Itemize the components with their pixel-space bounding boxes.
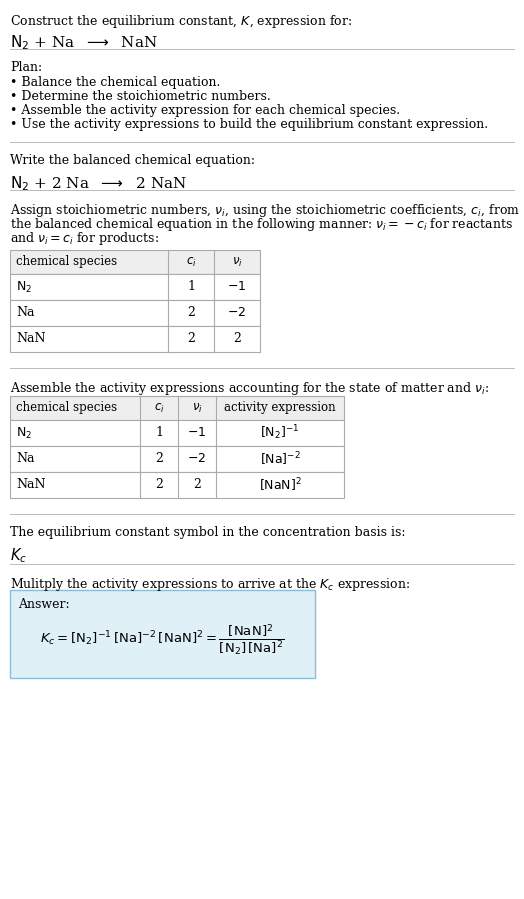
Text: $K_c = [\mathrm{N_2}]^{-1}\,[\mathrm{Na}]^{-2}\,[\mathrm{NaN}]^2 = \dfrac{[\math: $K_c = [\mathrm{N_2}]^{-1}\,[\mathrm{Na}…	[40, 622, 285, 657]
Text: $K_c$: $K_c$	[10, 546, 27, 565]
Bar	[10, 300, 260, 326]
Text: $[\mathrm{NaN}]^2$: $[\mathrm{NaN}]^2$	[258, 476, 301, 494]
Text: 2: 2	[193, 478, 201, 492]
Text: 2: 2	[155, 478, 163, 492]
Text: $-1$: $-1$	[188, 426, 206, 440]
Text: $\mathrm{N_2}$: $\mathrm{N_2}$	[16, 425, 32, 441]
Text: Assemble the activity expressions accounting for the state of matter and $\nu_i$: Assemble the activity expressions accoun…	[10, 380, 489, 397]
Text: $[\mathrm{N_2}]^{-1}$: $[\mathrm{N_2}]^{-1}$	[260, 423, 300, 442]
Text: Write the balanced chemical equation:: Write the balanced chemical equation:	[10, 154, 255, 167]
Bar	[10, 326, 260, 352]
Text: Plan:: Plan:	[10, 61, 42, 74]
Bar	[10, 472, 344, 498]
Text: the balanced chemical equation in the following manner: $\nu_i = -c_i$ for react: the balanced chemical equation in the fo…	[10, 216, 513, 233]
Bar	[10, 396, 344, 420]
Text: The equilibrium constant symbol in the concentration basis is:: The equilibrium constant symbol in the c…	[10, 526, 406, 539]
Bar	[10, 420, 344, 446]
Text: 2: 2	[187, 333, 195, 345]
Text: $\nu_i$: $\nu_i$	[192, 402, 202, 414]
Text: • Assemble the activity expression for each chemical species.: • Assemble the activity expression for e…	[10, 104, 400, 117]
Text: $-2$: $-2$	[188, 452, 206, 466]
Text: activity expression: activity expression	[224, 402, 336, 414]
Text: $[\mathrm{Na}]^{-2}$: $[\mathrm{Na}]^{-2}$	[259, 450, 300, 467]
Text: 1: 1	[187, 280, 195, 293]
Bar	[10, 250, 260, 274]
Text: $c_i$: $c_i$	[185, 255, 196, 269]
Text: NaN: NaN	[16, 333, 46, 345]
FancyBboxPatch shape	[10, 590, 315, 678]
Text: Answer:: Answer:	[18, 598, 70, 611]
Text: $c_i$: $c_i$	[154, 402, 165, 414]
Text: NaN: NaN	[16, 478, 46, 492]
Text: • Determine the stoichiometric numbers.: • Determine the stoichiometric numbers.	[10, 90, 271, 103]
Text: • Balance the chemical equation.: • Balance the chemical equation.	[10, 76, 221, 89]
Text: $\mathrm{N_2}$ + 2 Na  $\longrightarrow$  2 NaN: $\mathrm{N_2}$ + 2 Na $\longrightarrow$ …	[10, 174, 187, 192]
Text: 2: 2	[187, 307, 195, 319]
Text: chemical species: chemical species	[16, 255, 117, 269]
Text: Construct the equilibrium constant, $K$, expression for:: Construct the equilibrium constant, $K$,…	[10, 13, 352, 30]
Text: Assign stoichiometric numbers, $\nu_i$, using the stoichiometric coefficients, $: Assign stoichiometric numbers, $\nu_i$, …	[10, 202, 520, 219]
Bar	[10, 446, 344, 472]
Text: 1: 1	[155, 426, 163, 440]
Text: $\nu_i$: $\nu_i$	[232, 255, 243, 269]
Text: $\mathrm{N_2}$ + Na  $\longrightarrow$  NaN: $\mathrm{N_2}$ + Na $\longrightarrow$ Na…	[10, 33, 158, 52]
Text: Na: Na	[16, 452, 35, 466]
Text: $\mathrm{N_2}$: $\mathrm{N_2}$	[16, 280, 32, 295]
Text: Mulitply the activity expressions to arrive at the $K_c$ expression:: Mulitply the activity expressions to arr…	[10, 576, 410, 593]
Bar	[10, 274, 260, 300]
Text: $-1$: $-1$	[227, 280, 247, 293]
Text: chemical species: chemical species	[16, 402, 117, 414]
Text: 2: 2	[233, 333, 241, 345]
Text: • Use the activity expressions to build the equilibrium constant expression.: • Use the activity expressions to build …	[10, 118, 488, 131]
Text: and $\nu_i = c_i$ for products:: and $\nu_i = c_i$ for products:	[10, 230, 159, 247]
Text: 2: 2	[155, 452, 163, 466]
Text: Na: Na	[16, 307, 35, 319]
Text: $-2$: $-2$	[227, 307, 247, 319]
